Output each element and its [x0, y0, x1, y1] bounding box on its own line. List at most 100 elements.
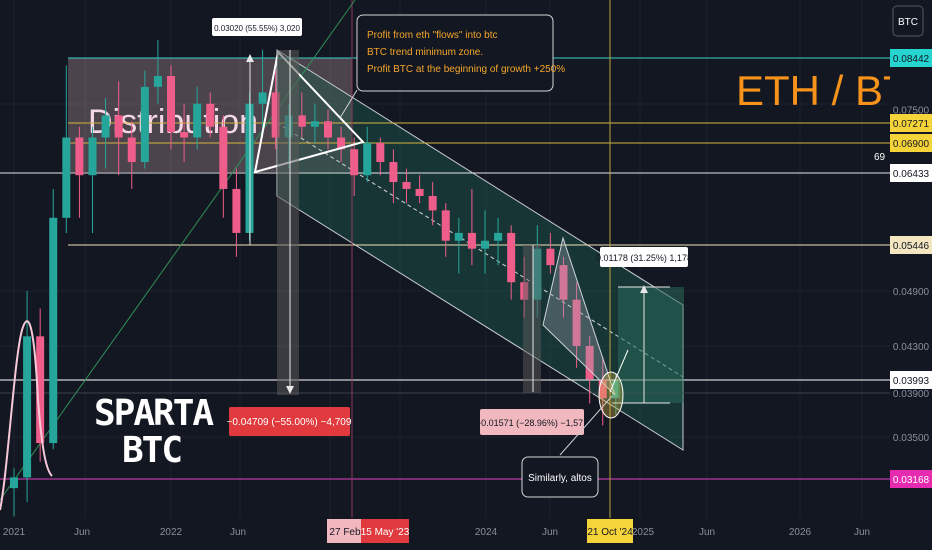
- time-label: 2024: [475, 527, 498, 538]
- time-label: 2025: [632, 527, 655, 538]
- time-label: Jun: [542, 527, 558, 538]
- price-label-box: [890, 114, 932, 132]
- price-label-box: [890, 236, 932, 254]
- time-axis: [0, 518, 932, 550]
- symbol-badge[interactable]: [892, 5, 924, 37]
- candle-body: [10, 477, 18, 489]
- candle-body: [454, 232, 463, 241]
- candle-body: [101, 115, 110, 138]
- time-label: 2022: [160, 527, 183, 538]
- measure-small-label: −0.01571 (−28.96%) −1,571: [476, 418, 588, 428]
- candle-body: [36, 336, 45, 444]
- channel-midline: [276, 122, 684, 378]
- measure-top-box: [212, 18, 302, 36]
- time-label: Jun: [230, 527, 246, 538]
- price-label: 0.06433: [893, 169, 930, 180]
- time-label: 15 May '23: [361, 527, 410, 538]
- candle-body: [428, 195, 437, 211]
- candle-body: [206, 103, 215, 127]
- wave-curve: [0, 320, 53, 511]
- candle-body: [140, 86, 149, 163]
- price-label-box: [890, 49, 932, 67]
- candle-body: [507, 232, 516, 283]
- candle-body: [232, 188, 241, 233]
- candle-body: [114, 115, 123, 138]
- callout-pointer: [559, 395, 613, 456]
- measure-drop-box: [229, 407, 350, 436]
- price-label: 0.04300: [893, 342, 930, 353]
- watermark-line-1: SPARTA: [94, 393, 214, 434]
- time-label-box: [587, 519, 633, 543]
- projection-zone: [618, 287, 684, 403]
- price-label: 0.03993: [893, 376, 930, 387]
- price-label-box: [890, 134, 932, 152]
- candle-body: [598, 379, 607, 399]
- price-label: 0.07500: [893, 106, 930, 117]
- candle-body: [193, 103, 202, 138]
- measure-small-box: [480, 409, 584, 435]
- candle-body: [389, 162, 398, 183]
- price-axis: [890, 0, 932, 518]
- price-label-box: [890, 470, 932, 488]
- measure-small-zone: [523, 245, 541, 393]
- note-line-1: Profit from eth "flows" into btc: [367, 30, 497, 41]
- time-label-box: [361, 519, 409, 543]
- candle-body: [376, 143, 385, 163]
- small-triangle: [542, 236, 616, 396]
- candle-body: [49, 217, 58, 444]
- time-label: 2021: [3, 527, 26, 538]
- measure-top-label: 0.03020 (55.55%) 3,020: [214, 24, 300, 33]
- candle-body: [75, 137, 84, 176]
- candle-body: [180, 132, 189, 138]
- price-label: 0.04900: [893, 287, 930, 298]
- watermark-line-2: BTC: [122, 430, 181, 471]
- candle-body: [467, 232, 476, 249]
- candle-body: [363, 143, 372, 176]
- candle-body: [546, 248, 555, 266]
- candle-body: [494, 232, 503, 241]
- candle-body: [62, 137, 71, 218]
- candle-body: [310, 121, 319, 127]
- candle-body: [127, 137, 136, 163]
- note-pointer: [339, 89, 358, 119]
- candle-body: [88, 137, 97, 176]
- measure-drop-label: −0.04709 (−55.00%) −4,709: [227, 417, 352, 428]
- candle-body: [559, 265, 568, 300]
- price-label-box: [890, 371, 932, 389]
- time-label: 27 Feb: [329, 527, 361, 538]
- measure-top-arrow: [246, 54, 254, 62]
- candle-body: [572, 299, 581, 346]
- candle-body: [23, 336, 32, 478]
- bottom-circle: [598, 371, 624, 419]
- candle-body: [258, 92, 267, 104]
- similarly-box: [521, 456, 599, 498]
- note-line-2: BTC trend minimum zone.: [367, 47, 483, 58]
- candle-body: [337, 137, 346, 150]
- candle-body: [481, 240, 489, 249]
- countdown-label: 69: [874, 152, 886, 163]
- price-label: 0.08442: [893, 54, 930, 65]
- pointer-line: [609, 349, 629, 393]
- candle-body: [271, 92, 280, 138]
- candle-body: [585, 346, 594, 380]
- measure-drop-arrow: [286, 386, 294, 394]
- price-label: 0.03168: [893, 475, 930, 486]
- candle-body: [441, 210, 450, 241]
- candle-body: [324, 121, 332, 138]
- price-label: 0.07271: [893, 119, 930, 130]
- time-label: Jun: [74, 527, 90, 538]
- candle-body: [350, 149, 359, 176]
- symbol-badge-label: BTC: [898, 17, 918, 28]
- price-labels: 0.08442 0.07500 0.07271 0.06900 0.06433 0.054…: [890, 49, 932, 488]
- candle-body: [219, 126, 228, 189]
- measure-drop-zone: [277, 50, 299, 395]
- time-label: 2026: [789, 527, 812, 538]
- price-label: 0.03500: [893, 433, 930, 444]
- candle-body: [415, 188, 424, 196]
- time-label: Jun: [854, 527, 870, 538]
- projection-arrow: [640, 285, 648, 293]
- price-label: 0.03900: [893, 389, 930, 400]
- measure-rise-label: 0.01178 (31.25%) 1,178: [596, 253, 692, 263]
